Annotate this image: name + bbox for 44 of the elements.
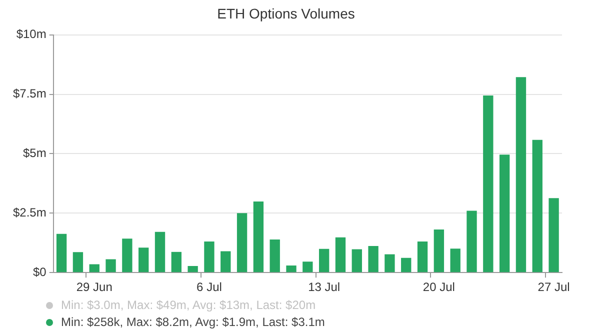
bar — [450, 248, 460, 272]
bar — [417, 241, 428, 272]
bar — [253, 202, 264, 272]
bar — [384, 254, 395, 272]
bar — [204, 241, 214, 272]
bar — [138, 248, 149, 272]
bar — [270, 240, 280, 272]
bar — [154, 232, 166, 272]
x-tick-label: 13 Jul — [308, 280, 340, 294]
bar — [302, 262, 313, 272]
bar — [188, 266, 198, 272]
x-tick-label: 27 Jul — [538, 280, 570, 294]
y-tick-label: $7.5m — [12, 86, 46, 101]
bar — [368, 246, 378, 272]
y-tick-label: $10m — [16, 27, 46, 42]
text: Min: $258k, Max: $8.2m, Avg: $1.9m, Last: $3.1m — [61, 314, 325, 331]
bar — [220, 251, 231, 272]
y-tick-label: $5m — [23, 146, 46, 160]
bar — [466, 210, 477, 272]
x-tick-label: 20 Jul — [422, 280, 455, 294]
y-tick-label: $2.5m — [12, 205, 46, 220]
bar — [532, 140, 542, 272]
bar — [286, 265, 296, 272]
bar — [548, 198, 559, 272]
x-tick-label: 6 Jul — [196, 280, 222, 294]
bar — [106, 259, 116, 272]
text: Min: $3.0m, Max: $49m, Avg: $13m, Last: $20m — [61, 297, 316, 314]
bar — [72, 252, 84, 272]
bar — [319, 248, 330, 272]
x-tick-label: 29 Jun — [76, 280, 112, 294]
bar — [483, 95, 494, 272]
chart-title: ETH Options Volumes — [217, 5, 355, 22]
bar — [516, 77, 526, 272]
bar — [56, 234, 67, 272]
y-tick-label: $0 — [32, 264, 47, 279]
bar — [335, 237, 346, 272]
bar — [236, 213, 248, 272]
bar — [401, 258, 412, 272]
bar — [499, 154, 510, 272]
bar — [171, 252, 182, 272]
bar — [89, 264, 100, 272]
bar — [122, 238, 132, 272]
bar — [434, 230, 444, 272]
bar — [352, 249, 362, 272]
